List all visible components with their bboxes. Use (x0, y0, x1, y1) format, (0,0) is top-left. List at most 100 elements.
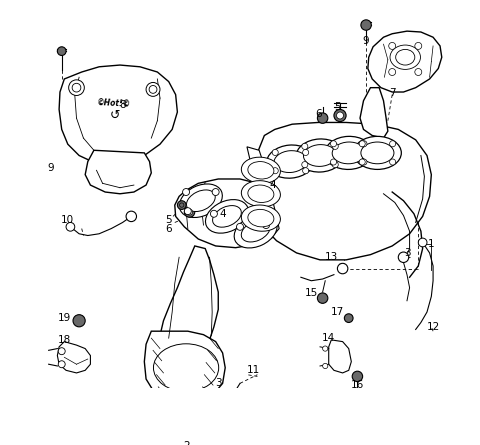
Ellipse shape (303, 145, 336, 166)
Circle shape (73, 315, 85, 327)
Circle shape (126, 211, 136, 222)
Text: 9: 9 (363, 36, 370, 46)
Ellipse shape (274, 151, 307, 173)
Circle shape (212, 189, 219, 195)
Circle shape (317, 293, 328, 303)
Circle shape (337, 263, 348, 274)
Polygon shape (360, 88, 388, 138)
Circle shape (302, 150, 309, 155)
Circle shape (334, 109, 346, 121)
Circle shape (317, 113, 328, 123)
Circle shape (332, 162, 338, 168)
Circle shape (336, 112, 344, 119)
Circle shape (272, 168, 278, 174)
Circle shape (323, 346, 328, 351)
Circle shape (398, 252, 409, 263)
Circle shape (418, 238, 427, 247)
Ellipse shape (325, 136, 372, 170)
Ellipse shape (396, 49, 415, 65)
Ellipse shape (187, 190, 215, 211)
Circle shape (359, 141, 365, 147)
Text: 14: 14 (322, 333, 336, 343)
Polygon shape (329, 340, 351, 373)
Polygon shape (144, 331, 225, 402)
Text: 16: 16 (351, 380, 364, 390)
Text: 15: 15 (305, 288, 318, 298)
Circle shape (58, 361, 65, 368)
Text: 13: 13 (324, 252, 338, 262)
Text: 19: 19 (58, 313, 71, 323)
Polygon shape (247, 147, 279, 234)
Text: 2: 2 (183, 441, 190, 445)
Circle shape (390, 141, 396, 147)
Text: 1: 1 (428, 239, 435, 249)
Ellipse shape (213, 206, 241, 227)
Text: ©Hot!©: ©Hot!© (96, 98, 131, 109)
Ellipse shape (248, 162, 274, 179)
Text: 17: 17 (331, 307, 344, 317)
Ellipse shape (266, 145, 314, 178)
Circle shape (390, 159, 396, 165)
Circle shape (146, 82, 160, 97)
Text: 3: 3 (215, 378, 222, 388)
Circle shape (182, 396, 191, 405)
Ellipse shape (361, 142, 394, 164)
Ellipse shape (241, 205, 280, 231)
Ellipse shape (248, 210, 274, 227)
Circle shape (359, 159, 365, 165)
Text: 4: 4 (219, 209, 226, 219)
Circle shape (352, 371, 362, 382)
Bar (160, 399, 212, 434)
Circle shape (184, 207, 195, 217)
Polygon shape (368, 31, 442, 92)
Ellipse shape (332, 142, 365, 164)
Ellipse shape (234, 214, 277, 248)
Text: 3: 3 (404, 248, 410, 258)
Text: 9: 9 (47, 163, 54, 173)
Circle shape (187, 209, 192, 215)
Ellipse shape (180, 184, 222, 218)
Text: 11: 11 (246, 365, 260, 375)
Text: 8: 8 (119, 100, 126, 110)
Polygon shape (175, 179, 285, 248)
Circle shape (361, 20, 372, 30)
Circle shape (332, 143, 338, 150)
Ellipse shape (241, 181, 280, 207)
Circle shape (323, 364, 328, 368)
Text: 6: 6 (166, 223, 172, 234)
Circle shape (210, 210, 217, 217)
Ellipse shape (296, 139, 344, 172)
Ellipse shape (241, 220, 270, 242)
Circle shape (58, 348, 65, 355)
Circle shape (361, 159, 367, 165)
Circle shape (182, 189, 190, 195)
Circle shape (149, 85, 157, 93)
Text: 10: 10 (61, 215, 74, 225)
Circle shape (302, 162, 308, 168)
Circle shape (58, 47, 66, 56)
Text: 5: 5 (334, 102, 341, 112)
Circle shape (389, 42, 396, 49)
Circle shape (415, 69, 422, 76)
Circle shape (180, 203, 184, 207)
Circle shape (330, 141, 336, 147)
Ellipse shape (241, 157, 280, 183)
Circle shape (72, 83, 81, 92)
Circle shape (237, 223, 243, 231)
Circle shape (361, 141, 367, 147)
Circle shape (69, 80, 84, 96)
Text: 6: 6 (315, 109, 322, 119)
Polygon shape (85, 150, 151, 194)
Circle shape (263, 222, 270, 229)
Polygon shape (160, 246, 218, 350)
Text: 5: 5 (166, 215, 172, 225)
Circle shape (188, 392, 196, 401)
Circle shape (184, 208, 192, 214)
Circle shape (178, 201, 186, 210)
Circle shape (66, 222, 75, 231)
Circle shape (330, 159, 336, 165)
Ellipse shape (390, 45, 420, 69)
Ellipse shape (353, 136, 401, 170)
Ellipse shape (205, 200, 249, 233)
Text: 12: 12 (426, 322, 440, 332)
